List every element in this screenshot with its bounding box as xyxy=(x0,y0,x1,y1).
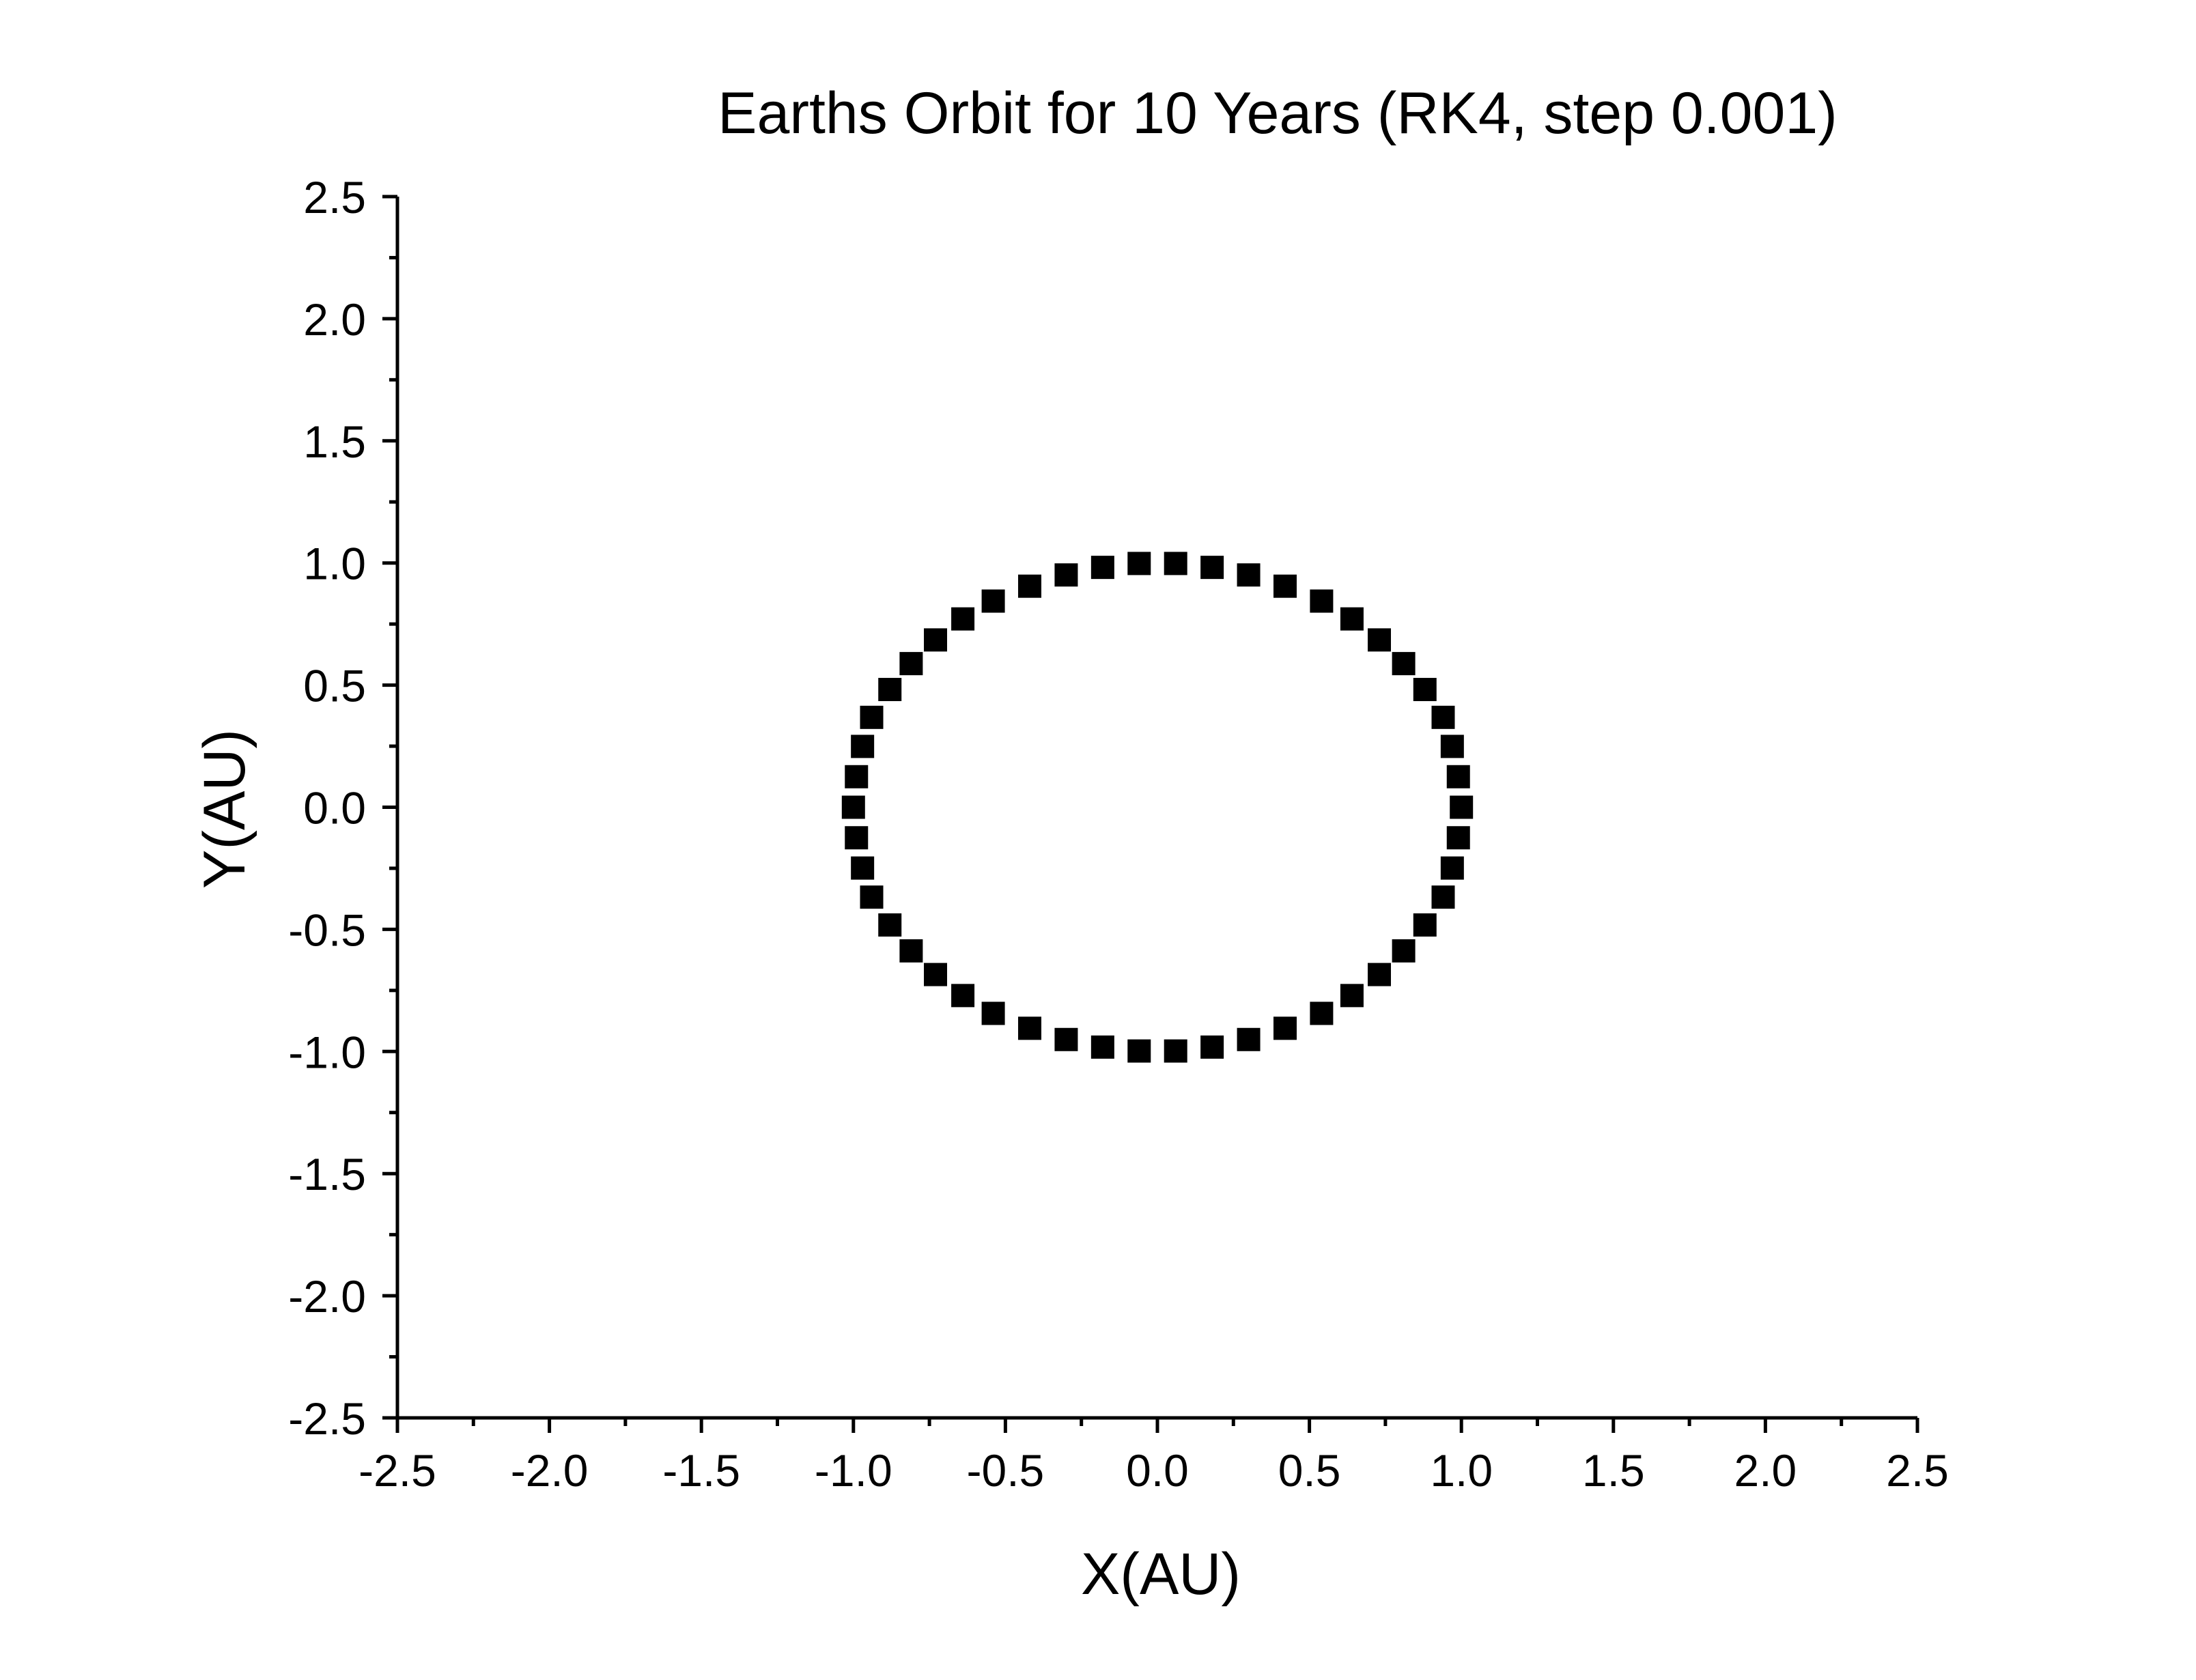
y-tick-label: 1.0 xyxy=(303,539,366,589)
data-point xyxy=(1367,963,1391,986)
data-point xyxy=(1237,1027,1261,1051)
data-point xyxy=(1340,984,1364,1008)
data-point xyxy=(1054,563,1078,587)
y-tick-label: 0.0 xyxy=(303,783,366,834)
data-point xyxy=(899,939,923,963)
data-point xyxy=(1164,552,1187,575)
data-point xyxy=(1237,563,1261,587)
y-tick-label: 0.5 xyxy=(303,661,366,711)
data-point xyxy=(1127,552,1151,575)
data-point xyxy=(1127,1039,1151,1063)
data-point xyxy=(1200,1035,1224,1059)
y-tick-label: 2.5 xyxy=(303,172,366,223)
data-point xyxy=(981,1001,1005,1025)
data-point xyxy=(1310,589,1334,613)
data-point xyxy=(1200,556,1224,580)
data-point xyxy=(851,735,875,758)
data-point xyxy=(860,885,884,909)
data-point xyxy=(1413,913,1437,937)
x-tick-label: 2.5 xyxy=(1886,1445,1949,1496)
data-point xyxy=(878,913,902,937)
x-tick-label: 0.0 xyxy=(1126,1445,1189,1496)
x-tick-label: -0.5 xyxy=(967,1445,1045,1496)
x-tick-label: -1.0 xyxy=(815,1445,892,1496)
x-tick-label: -2.5 xyxy=(358,1445,436,1496)
data-point xyxy=(1413,678,1437,702)
y-tick-label: -2.0 xyxy=(288,1271,366,1322)
data-point xyxy=(1054,1027,1078,1051)
data-point xyxy=(1018,1016,1042,1040)
data-point xyxy=(1392,939,1416,963)
data-point xyxy=(1273,1016,1297,1040)
data-point xyxy=(1310,1001,1334,1025)
data-point xyxy=(951,984,975,1008)
data-point xyxy=(1431,705,1455,729)
data-point xyxy=(981,589,1005,613)
x-tick-label: -2.0 xyxy=(511,1445,589,1496)
data-point xyxy=(845,765,869,788)
data-point xyxy=(1164,1039,1187,1063)
x-tick-label: 0.5 xyxy=(1278,1445,1341,1496)
y-tick-label: 2.0 xyxy=(303,294,366,345)
y-tick-label: -1.0 xyxy=(288,1027,366,1077)
data-point xyxy=(1392,652,1416,676)
x-tick-label: 2.0 xyxy=(1734,1445,1797,1496)
y-tick-label: -1.5 xyxy=(288,1149,366,1199)
data-markers xyxy=(841,552,1474,1063)
y-tick-label: -2.5 xyxy=(288,1393,366,1444)
data-point xyxy=(1446,826,1470,850)
data-point xyxy=(845,826,869,850)
data-point xyxy=(924,963,948,986)
data-point xyxy=(1273,574,1297,598)
data-point xyxy=(1090,1035,1114,1059)
data-point xyxy=(841,795,865,819)
data-point xyxy=(1367,628,1391,652)
tick-labels: -2.5 -2.0 -1.5 -1.0 -0.5 0.0 0.5 1.0 1.5 2.0 2.5 2.… xyxy=(288,172,1949,1496)
data-point xyxy=(924,628,948,652)
data-point xyxy=(1340,607,1364,631)
data-point xyxy=(951,607,975,631)
x-tick-label: -1.5 xyxy=(662,1445,740,1496)
x-axis-title: X(AU) xyxy=(1081,1541,1241,1607)
data-point xyxy=(851,856,875,880)
ticks xyxy=(382,195,1919,1433)
y-tick-label: 1.5 xyxy=(303,416,366,467)
chart-title: Earths Orbit for 10 Years (RK4, step 0.0… xyxy=(718,81,1838,146)
data-point xyxy=(878,678,902,702)
data-point xyxy=(1440,735,1464,758)
data-point xyxy=(899,652,923,676)
data-point xyxy=(1431,885,1455,909)
data-point xyxy=(1018,574,1042,598)
x-tick-label: 1.0 xyxy=(1430,1445,1493,1496)
axes xyxy=(395,197,1917,1420)
y-tick-label: -0.5 xyxy=(288,905,366,955)
data-point xyxy=(1450,795,1474,819)
data-point xyxy=(860,705,884,729)
data-point xyxy=(1440,856,1464,880)
data-point xyxy=(1090,556,1114,580)
y-axis-title: Y(AU) xyxy=(192,729,257,889)
x-tick-label: 1.5 xyxy=(1582,1445,1645,1496)
data-point xyxy=(1446,765,1470,788)
